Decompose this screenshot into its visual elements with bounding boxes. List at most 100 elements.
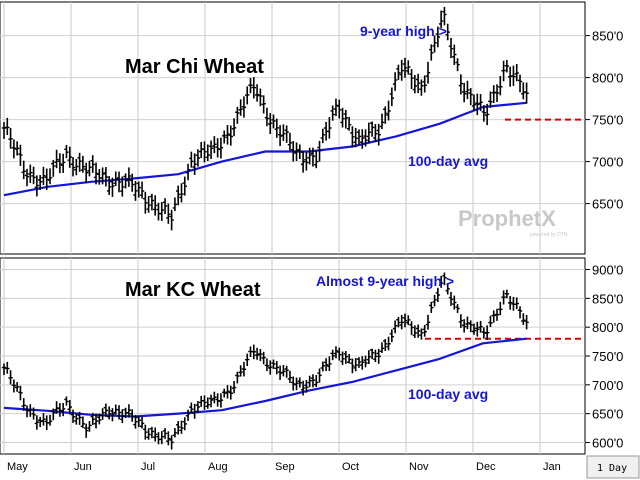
y-tick-labels: 850'0 800'0 750'0 700'0 650'0 900'0 850'0 800'0…	[585, 29, 623, 450]
price-bar-1-154	[507, 296, 513, 310]
price-bar-1-117	[386, 336, 391, 351]
price-bar-0-84	[277, 125, 283, 147]
price-bar-0-134	[442, 6, 447, 26]
price-bar-1-11	[37, 416, 43, 428]
price-bar-1-50	[166, 431, 171, 446]
price-bar-0-118	[389, 87, 395, 107]
price-bar-1-72	[238, 365, 243, 377]
price-bar-0-96	[317, 140, 322, 162]
price-bar-1-10	[34, 415, 40, 430]
price-bar-0-125	[412, 74, 418, 94]
price-bar-1-39	[129, 409, 135, 422]
price-bar-0-105	[346, 116, 352, 131]
price-bar-0-81	[268, 113, 273, 135]
price-bar-0-41	[136, 181, 141, 198]
price-bar-0-39	[129, 173, 135, 192]
price-bar-1-24	[80, 416, 86, 429]
price-bar-0-8	[28, 164, 33, 183]
price-bar-0-77	[254, 84, 260, 102]
price-bar-1-45	[149, 426, 155, 439]
price-bar-1-43	[143, 424, 148, 440]
watermark: ProphetX powered by DTN	[458, 206, 568, 238]
price-bar-0-117	[386, 100, 391, 121]
price-bar-0-18	[60, 153, 66, 173]
price-bar-0-97	[320, 128, 326, 144]
price-bar-0-25	[83, 162, 89, 184]
price-bar-0-23	[77, 152, 82, 172]
price-bar-1-107	[353, 358, 358, 372]
price-bar-0-69	[228, 125, 233, 146]
y-tick-1-3: 750'0	[592, 349, 623, 364]
price-bar-0-132	[435, 26, 441, 48]
moving-averages	[3, 101, 527, 418]
price-bar-1-109	[360, 356, 365, 370]
price-bar-0-50	[166, 203, 171, 224]
price-bar-1-9	[31, 407, 36, 420]
price-bar-0-143	[471, 94, 477, 111]
price-bar-1-157	[517, 306, 523, 319]
price-bar-1-0	[1, 363, 7, 376]
price-bar-1-97	[320, 361, 326, 372]
price-bar-0-137	[452, 44, 457, 65]
price-bar-0-86	[284, 125, 289, 143]
price-bar-0-112	[369, 121, 375, 137]
price-bar-1-112	[369, 348, 375, 360]
periodicity-label: 1 Day	[597, 463, 627, 474]
price-bar-0-53	[176, 185, 181, 206]
price-bar-1-30	[100, 408, 105, 420]
price-bar-1-4	[14, 382, 20, 392]
price-bar-1-113	[373, 349, 378, 363]
price-bar-1-91	[300, 380, 306, 396]
y-tick-0-4: 650'0	[592, 197, 623, 212]
price-bar-0-72	[238, 99, 243, 116]
price-bar-1-15	[51, 408, 56, 421]
price-bar-0-38	[126, 167, 132, 187]
price-bar-0-21	[70, 156, 76, 177]
price-bar-1-73	[241, 361, 247, 377]
price-bar-1-135	[445, 283, 450, 295]
price-bar-1-28	[93, 413, 99, 429]
x-tick-nov: Nov	[409, 461, 429, 473]
price-bar-1-153	[504, 289, 510, 299]
price-bar-0-35	[116, 171, 122, 193]
y-tick-0-3: 700'0	[592, 155, 623, 170]
price-bar-0-34	[113, 171, 118, 186]
price-bar-1-87	[287, 370, 293, 383]
price-bar-0-48	[159, 201, 164, 221]
price-bar-1-33	[110, 408, 115, 422]
x-tick-dec: Dec	[476, 461, 496, 473]
price-bar-0-91	[300, 151, 306, 173]
price-bar-1-85	[281, 365, 286, 377]
price-bar-0-136	[448, 37, 454, 59]
price-bar-1-110	[363, 355, 368, 368]
price-bar-0-102	[337, 99, 342, 119]
price-bar-0-101	[333, 98, 339, 117]
price-bar-1-83	[274, 361, 280, 375]
watermark-brand: ProphetX	[458, 206, 556, 231]
price-bar-1-70	[231, 381, 237, 394]
price-bar-1-152	[501, 290, 506, 305]
price-bar-0-12	[41, 166, 46, 186]
x-tick-aug: Aug	[208, 461, 228, 473]
price-bar-0-52	[172, 197, 178, 212]
price-bar-1-25	[83, 423, 89, 438]
price-bar-1-94	[310, 374, 316, 388]
price-bar-1-40	[133, 415, 138, 429]
periodicity-box[interactable]	[586, 455, 640, 479]
price-bar-1-42	[139, 416, 145, 429]
price-bar-1-76	[251, 344, 256, 360]
x-tick-oct: Oct	[342, 461, 359, 473]
price-bar-1-145	[478, 320, 483, 333]
price-bar-1-90	[297, 377, 303, 388]
price-bar-1-128	[422, 324, 427, 337]
x-tick-sep: Sep	[275, 461, 295, 473]
price-bar-1-18	[60, 403, 66, 417]
y-tick-0-2: 750'0	[592, 113, 623, 128]
price-bar-1-119	[392, 320, 398, 334]
price-bar-1-127	[419, 328, 424, 340]
price-bar-1-1	[5, 361, 10, 374]
price-bar-0-93	[307, 147, 312, 165]
price-bar-1-139	[458, 314, 464, 329]
price-bar-0-100	[330, 105, 335, 121]
price-bar-1-41	[136, 416, 141, 428]
